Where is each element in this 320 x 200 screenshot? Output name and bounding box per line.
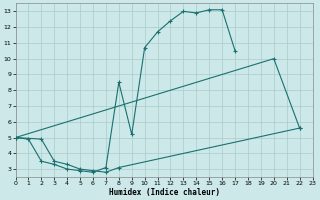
X-axis label: Humidex (Indice chaleur): Humidex (Indice chaleur) bbox=[108, 188, 220, 197]
